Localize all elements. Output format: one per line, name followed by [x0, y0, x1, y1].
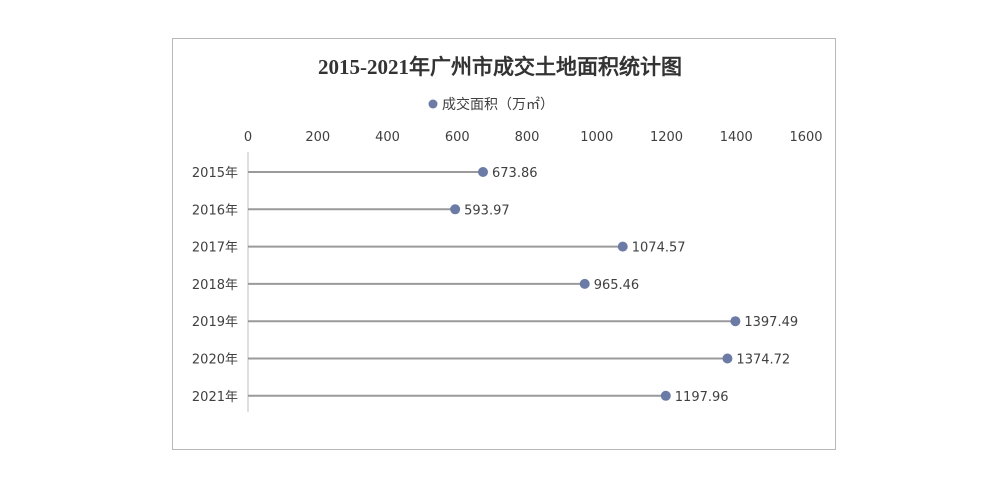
y-tick-label: 2018年 [192, 278, 238, 293]
y-tick-label: 2021年 [192, 390, 238, 405]
legend-marker [428, 99, 438, 109]
x-tick-label: 1400 [720, 130, 753, 145]
x-tick-label: 1200 [650, 130, 683, 145]
x-tick-label: 1600 [789, 130, 822, 145]
data-label: 1397.49 [744, 315, 798, 330]
data-point [660, 390, 671, 401]
legend-label: 成交面积（万㎡） [442, 96, 554, 113]
data-label: 1074.57 [632, 241, 686, 256]
points [450, 167, 741, 401]
data-point [722, 353, 733, 364]
data-point [478, 167, 489, 177]
data-label: 965.46 [594, 278, 640, 293]
data-point [450, 204, 461, 215]
x-axis-ticks: 0 200 400 600 800 1000 1200 1400 1600 [244, 130, 823, 145]
y-tick-label: 2019年 [192, 315, 238, 330]
y-tick-label: 2016年 [192, 203, 238, 218]
data-label: 1197.96 [675, 390, 729, 405]
x-tick-label: 0 [244, 130, 252, 145]
data-label: 1374.72 [736, 353, 790, 368]
x-tick-label: 1000 [580, 130, 613, 145]
x-tick-label: 200 [305, 130, 330, 145]
x-tick-label: 600 [445, 130, 470, 145]
y-tick-label: 2017年 [192, 241, 238, 256]
x-tick-label: 800 [515, 130, 540, 145]
y-axis-labels: 2015年 2016年 2017年 2018年 2019年 2020年 2021年 [192, 166, 238, 405]
x-tick-label: 400 [375, 130, 400, 145]
chart-title: 2015-2021年广州市成交土地面积统计图 [318, 55, 682, 79]
data-label: 673.86 [492, 166, 538, 181]
legend: 成交面积（万㎡） [428, 96, 554, 113]
y-tick-label: 2020年 [192, 353, 238, 368]
y-tick-label: 2015年 [192, 166, 238, 181]
stems [248, 171, 736, 397]
data-label: 593.97 [464, 203, 510, 218]
data-point [617, 241, 628, 252]
value-labels: 673.86 593.97 1074.57 965.46 1397.49 1374.72 1… [464, 166, 798, 405]
data-point [730, 316, 741, 327]
chart-frame [172, 38, 836, 450]
data-point [579, 278, 590, 289]
